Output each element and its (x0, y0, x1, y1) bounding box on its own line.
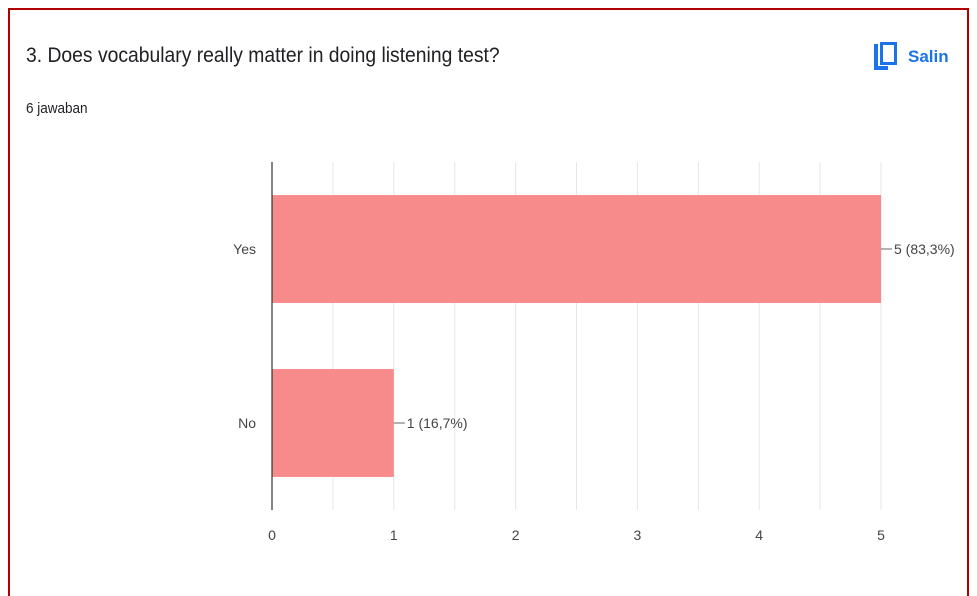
copy-icon (874, 42, 897, 70)
x-tick-label: 1 (390, 527, 398, 543)
x-tick-label: 2 (512, 527, 520, 543)
response-count: 6 jawaban (26, 100, 88, 117)
x-tick-label: 0 (268, 527, 276, 543)
category-label: Yes (233, 241, 256, 257)
data-label: 5 (83,3%) (894, 241, 955, 257)
data-label: 1 (16,7%) (407, 415, 468, 431)
question-title: 3. Does vocabulary really matter in doin… (26, 44, 500, 67)
x-tick-label: 5 (877, 527, 885, 543)
x-tick-label: 4 (755, 527, 763, 543)
bar (272, 195, 881, 303)
x-tick-label: 3 (634, 527, 642, 543)
bar (272, 369, 394, 477)
category-label: No (238, 415, 256, 431)
copy-button[interactable]: Salin (872, 40, 949, 74)
copy-label: Salin (908, 47, 949, 66)
